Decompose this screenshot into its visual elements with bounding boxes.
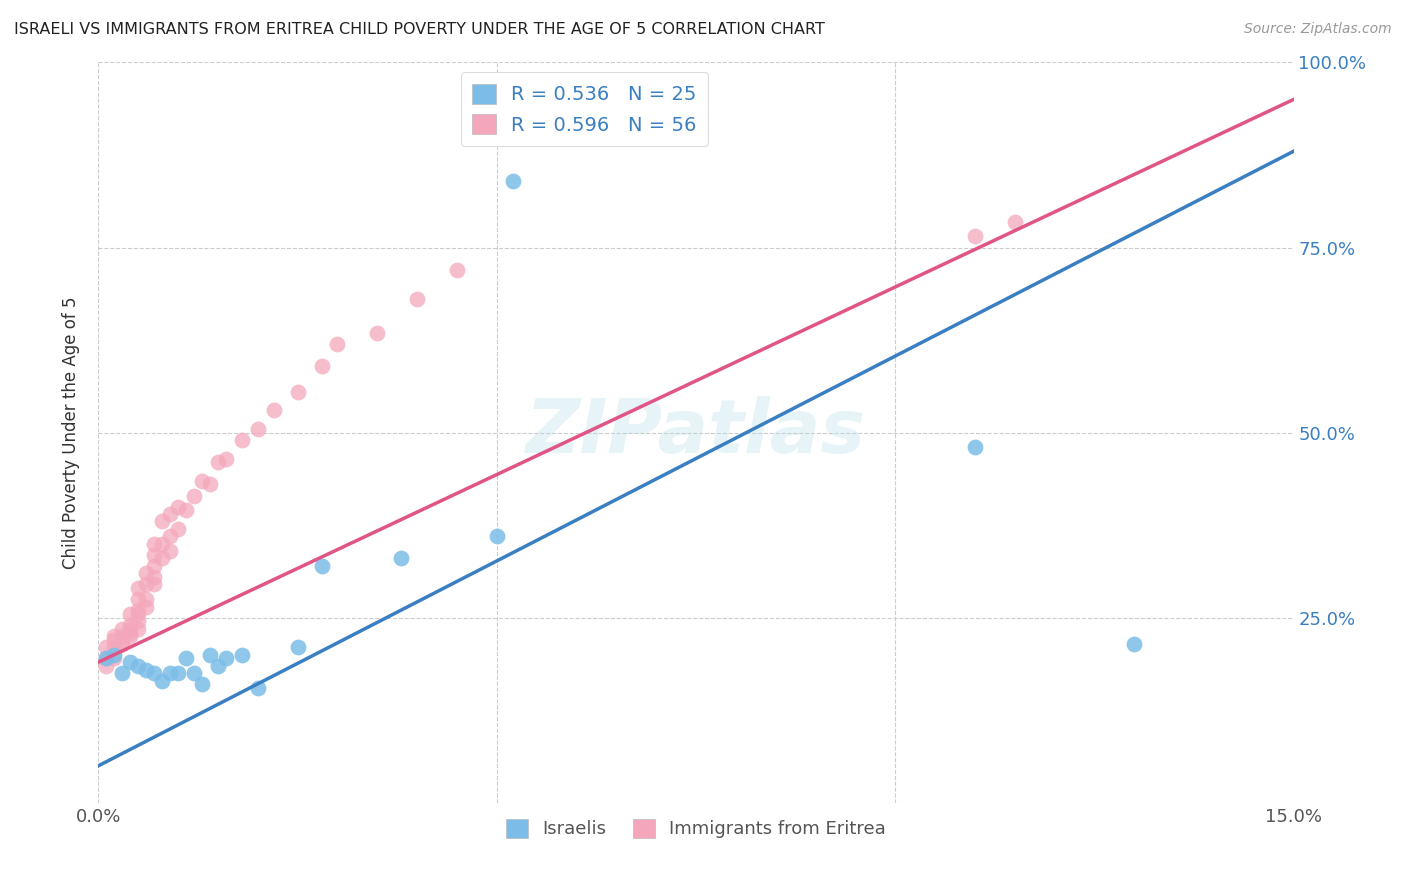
Point bbox=[143, 577, 166, 591]
Point bbox=[120, 622, 142, 636]
Point bbox=[1123, 637, 1146, 651]
Point bbox=[103, 648, 125, 662]
Point bbox=[150, 551, 173, 566]
Point bbox=[326, 336, 349, 351]
Point bbox=[167, 522, 190, 536]
Point bbox=[127, 622, 149, 636]
Point bbox=[135, 566, 157, 581]
Point bbox=[135, 577, 157, 591]
Point bbox=[111, 666, 134, 681]
Point bbox=[103, 651, 125, 665]
Point bbox=[366, 326, 388, 340]
Point bbox=[120, 629, 142, 643]
Point bbox=[963, 441, 986, 455]
Point bbox=[263, 403, 285, 417]
Point bbox=[198, 477, 221, 491]
Text: Source: ZipAtlas.com: Source: ZipAtlas.com bbox=[1244, 22, 1392, 37]
Point bbox=[191, 474, 214, 488]
Point bbox=[215, 651, 238, 665]
Point bbox=[406, 293, 429, 307]
Point bbox=[389, 551, 412, 566]
Point bbox=[103, 629, 125, 643]
Point bbox=[287, 640, 309, 655]
Point bbox=[159, 507, 181, 521]
Point bbox=[143, 666, 166, 681]
Point bbox=[150, 673, 173, 688]
Point bbox=[150, 515, 173, 529]
Point bbox=[485, 529, 508, 543]
Point bbox=[159, 666, 181, 681]
Point bbox=[111, 629, 134, 643]
Point bbox=[183, 489, 205, 503]
Point bbox=[127, 615, 149, 629]
Point bbox=[127, 658, 149, 673]
Point bbox=[135, 592, 157, 607]
Point bbox=[159, 529, 181, 543]
Point bbox=[963, 229, 986, 244]
Point bbox=[246, 422, 269, 436]
Text: ISRAELI VS IMMIGRANTS FROM ERITREA CHILD POVERTY UNDER THE AGE OF 5 CORRELATION : ISRAELI VS IMMIGRANTS FROM ERITREA CHILD… bbox=[14, 22, 825, 37]
Text: ZIPatlas: ZIPatlas bbox=[526, 396, 866, 469]
Point bbox=[135, 663, 157, 677]
Point bbox=[174, 503, 197, 517]
Point bbox=[167, 666, 190, 681]
Point bbox=[183, 666, 205, 681]
Point bbox=[1004, 214, 1026, 228]
Point bbox=[246, 681, 269, 695]
Point bbox=[120, 655, 142, 669]
Point bbox=[231, 433, 253, 447]
Point bbox=[135, 599, 157, 614]
Point bbox=[159, 544, 181, 558]
Point bbox=[207, 658, 229, 673]
Point bbox=[150, 536, 173, 550]
Point bbox=[96, 658, 118, 673]
Point bbox=[96, 651, 118, 665]
Point bbox=[446, 262, 468, 277]
Point bbox=[120, 618, 142, 632]
Point bbox=[127, 581, 149, 595]
Point bbox=[287, 384, 309, 399]
Point bbox=[215, 451, 238, 466]
Point bbox=[143, 548, 166, 562]
Y-axis label: Child Poverty Under the Age of 5: Child Poverty Under the Age of 5 bbox=[62, 296, 80, 569]
Point bbox=[198, 648, 221, 662]
Point bbox=[103, 632, 125, 647]
Point bbox=[311, 558, 333, 573]
Point bbox=[111, 637, 134, 651]
Point bbox=[143, 558, 166, 573]
Point bbox=[231, 648, 253, 662]
Point bbox=[111, 637, 134, 651]
Point bbox=[96, 640, 118, 655]
Point bbox=[502, 174, 524, 188]
Point bbox=[127, 607, 149, 621]
Point bbox=[207, 455, 229, 469]
Point bbox=[127, 592, 149, 607]
Point bbox=[311, 359, 333, 373]
Point bbox=[120, 625, 142, 640]
Point bbox=[120, 607, 142, 621]
Point bbox=[191, 677, 214, 691]
Point bbox=[103, 640, 125, 655]
Point bbox=[143, 536, 166, 550]
Point bbox=[143, 570, 166, 584]
Point bbox=[111, 622, 134, 636]
Point bbox=[127, 603, 149, 617]
Point bbox=[167, 500, 190, 514]
Point bbox=[96, 651, 118, 665]
Point bbox=[174, 651, 197, 665]
Legend: Israelis, Immigrants from Eritrea: Israelis, Immigrants from Eritrea bbox=[499, 812, 893, 846]
